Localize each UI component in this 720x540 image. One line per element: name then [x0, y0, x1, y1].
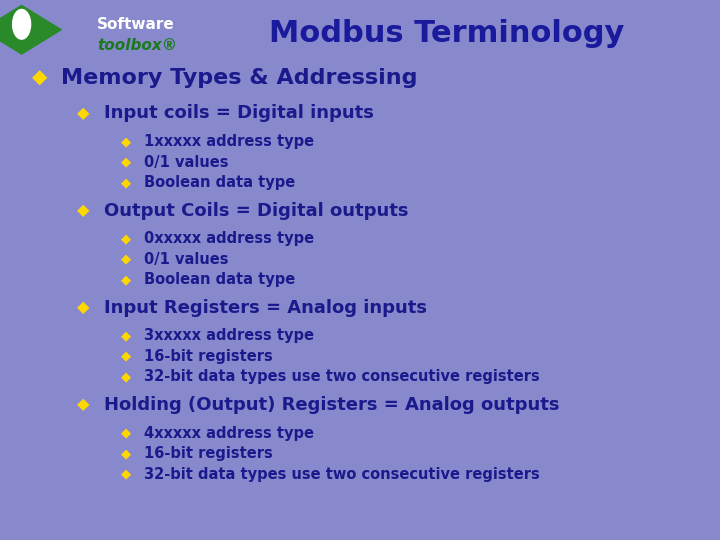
- Text: ◆: ◆: [76, 106, 89, 121]
- Text: Software: Software: [97, 17, 175, 32]
- Text: ◆: ◆: [121, 447, 131, 460]
- Text: ◆: ◆: [121, 273, 131, 286]
- Text: 0xxxxx address type: 0xxxxx address type: [144, 231, 314, 246]
- Text: Boolean data type: Boolean data type: [144, 272, 295, 287]
- Text: ◆: ◆: [121, 329, 131, 342]
- Text: ◆: ◆: [121, 253, 131, 266]
- Text: Memory Types & Addressing: Memory Types & Addressing: [61, 68, 418, 89]
- Polygon shape: [0, 5, 61, 54]
- Text: 1xxxxx address type: 1xxxxx address type: [144, 134, 314, 149]
- Text: 16-bit registers: 16-bit registers: [144, 349, 273, 364]
- Text: ◆: ◆: [121, 350, 131, 363]
- Text: Input Registers = Analog inputs: Input Registers = Analog inputs: [104, 299, 428, 317]
- Text: 32-bit data types use two consecutive registers: 32-bit data types use two consecutive re…: [144, 369, 540, 384]
- Text: ◆: ◆: [121, 232, 131, 245]
- Text: ◆: ◆: [121, 427, 131, 440]
- Text: ◆: ◆: [76, 397, 89, 413]
- Text: ◆: ◆: [121, 468, 131, 481]
- Ellipse shape: [12, 10, 30, 39]
- Text: ◆: ◆: [121, 156, 131, 168]
- Text: Output Coils = Digital outputs: Output Coils = Digital outputs: [104, 201, 409, 220]
- Text: 32-bit data types use two consecutive registers: 32-bit data types use two consecutive re…: [144, 467, 540, 482]
- Text: 4xxxxx address type: 4xxxxx address type: [144, 426, 314, 441]
- Text: ◆: ◆: [76, 300, 89, 315]
- Text: ◆: ◆: [121, 135, 131, 148]
- Text: 0/1 values: 0/1 values: [144, 252, 228, 267]
- Text: toolbox®: toolbox®: [97, 38, 177, 53]
- Text: Holding (Output) Registers = Analog outputs: Holding (Output) Registers = Analog outp…: [104, 396, 560, 414]
- Text: Modbus Terminology: Modbus Terminology: [269, 19, 624, 48]
- Text: ◆: ◆: [32, 69, 48, 88]
- Text: Input coils = Digital inputs: Input coils = Digital inputs: [104, 104, 374, 123]
- Text: ◆: ◆: [76, 203, 89, 218]
- Text: 16-bit registers: 16-bit registers: [144, 446, 273, 461]
- Text: 0/1 values: 0/1 values: [144, 154, 228, 170]
- Text: 3xxxxx address type: 3xxxxx address type: [144, 328, 314, 343]
- Text: Boolean data type: Boolean data type: [144, 175, 295, 190]
- Text: ◆: ◆: [121, 370, 131, 383]
- Text: ◆: ◆: [121, 176, 131, 189]
